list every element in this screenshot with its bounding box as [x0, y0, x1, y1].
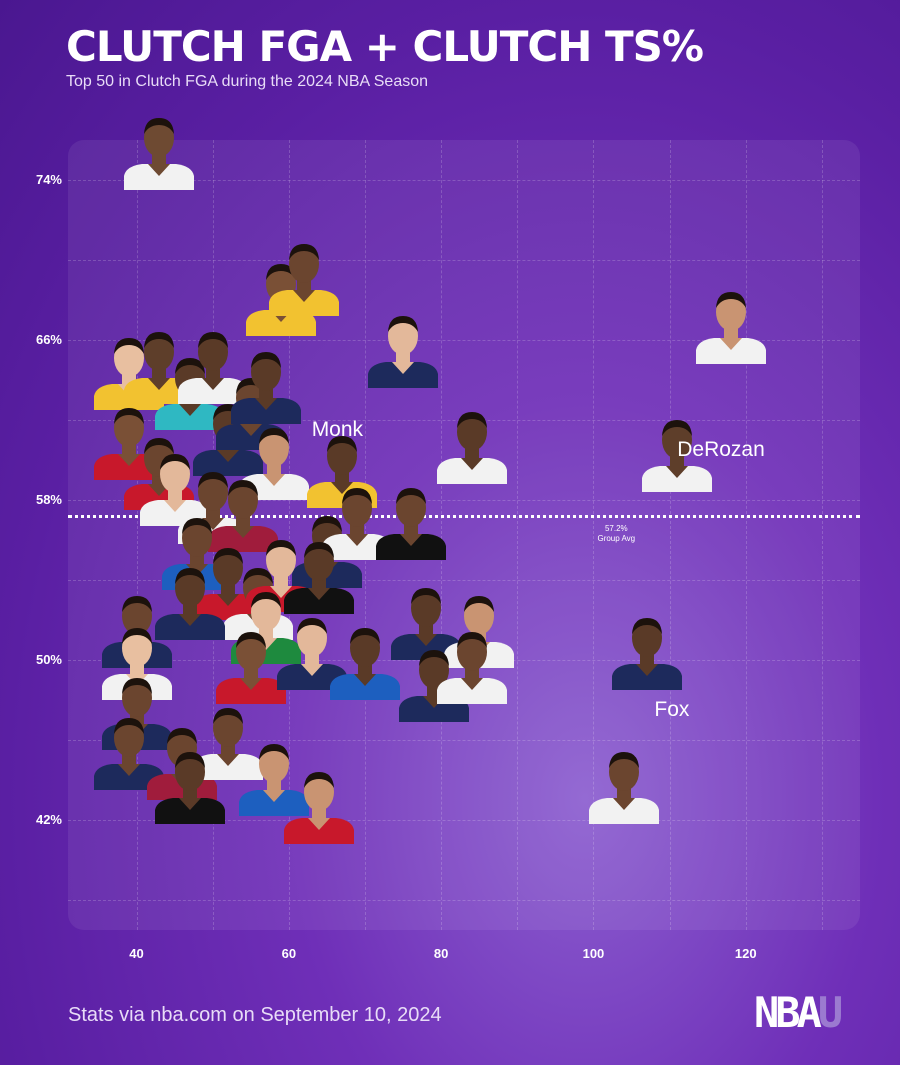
group-avg-label: 57.2% Group Avg: [586, 524, 646, 544]
player-point: [435, 624, 509, 704]
player-point: [694, 284, 768, 364]
player-point: [122, 324, 196, 404]
group-avg-line: [68, 515, 860, 518]
grid-line-y: [68, 340, 860, 341]
grid-line-x: [136, 140, 138, 930]
grid-line-y: [68, 580, 860, 581]
player-point: [138, 446, 212, 526]
player-point: [435, 404, 509, 484]
x-tick-label: 40: [129, 946, 144, 961]
nbau-logo: NBAU: [754, 988, 843, 1037]
player-point: [267, 236, 341, 316]
chart-title: CLUTCH FGA + CLUTCH TS%: [66, 22, 704, 71]
player-point: [92, 710, 166, 790]
player-point: [237, 736, 311, 816]
grid-line-y: [68, 900, 860, 901]
grid-line-y: [68, 740, 860, 741]
grid-line-x: [669, 140, 671, 930]
grid-line-x: [441, 140, 443, 930]
player-point: [587, 744, 661, 824]
player-point: [320, 480, 394, 560]
y-tick-label: 66%: [35, 332, 62, 347]
player-point: [366, 308, 440, 388]
player-point: [610, 610, 684, 690]
grid-line-x: [517, 140, 519, 930]
grid-line-x: [821, 140, 823, 930]
source-footer: Stats via nba.com on September 10, 2024: [68, 1004, 442, 1026]
chart-subtitle: Top 50 in Clutch FGA during the 2024 NBA…: [66, 73, 429, 90]
player-point: [282, 764, 356, 844]
grid-line-y: [68, 260, 860, 261]
grid-line-x: [593, 140, 595, 930]
x-tick-label: 80: [433, 946, 449, 961]
grid-line-y: [68, 180, 860, 181]
player-point: [122, 110, 196, 190]
x-tick-label: 120: [734, 946, 757, 961]
grid-line-x: [745, 140, 747, 930]
y-tick-label: 42%: [35, 812, 62, 827]
player-point: [176, 324, 250, 404]
y-tick-label: 50%: [35, 652, 62, 667]
y-tick-label: 74%: [35, 172, 62, 187]
grid-line-y: [68, 820, 860, 821]
player-label: DeRozan: [677, 438, 765, 461]
player-label: Fox: [654, 698, 690, 721]
player-point: [206, 472, 280, 552]
player-point: [328, 620, 402, 700]
grid-line-y: [68, 500, 860, 501]
player-point: [191, 540, 265, 620]
group-avg-value: 57.2%: [604, 524, 628, 533]
player-point: [282, 534, 356, 614]
player-point: [229, 344, 303, 424]
x-tick-label: 100: [582, 946, 605, 961]
player-point: [191, 700, 265, 780]
player-point: [214, 624, 288, 704]
grid-line-x: [288, 140, 290, 930]
y-tick-label: 58%: [35, 492, 62, 507]
player-point: [640, 412, 714, 492]
x-tick-label: 60: [281, 946, 297, 961]
player-point: [153, 560, 227, 640]
logo-accent: U: [817, 988, 843, 1037]
player-point: [237, 420, 311, 500]
player-point: [275, 610, 349, 690]
group-avg-text: Group Avg: [597, 534, 636, 543]
logo-main: NBA: [754, 988, 822, 1037]
player-point: [153, 744, 227, 824]
player-point: [374, 480, 448, 560]
player-label: Monk: [311, 418, 364, 441]
